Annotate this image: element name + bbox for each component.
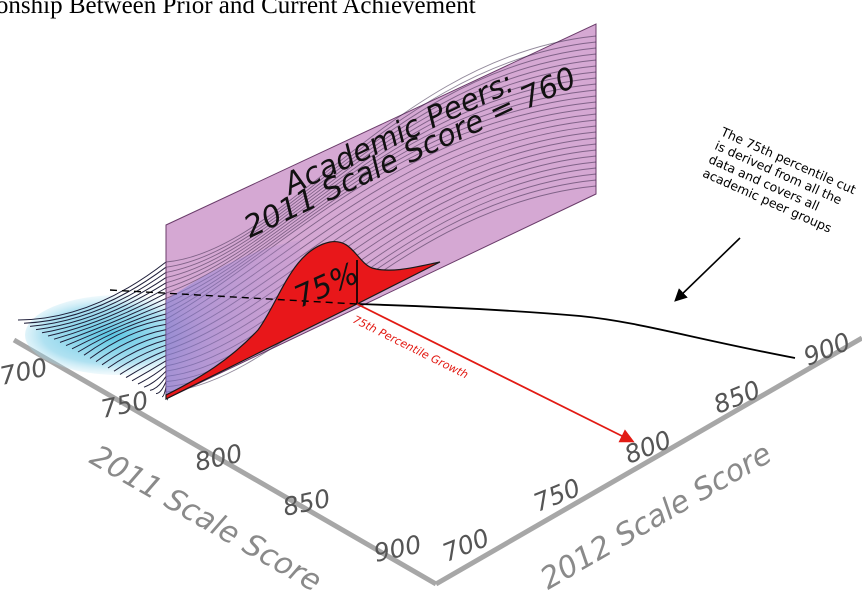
- panel-hatch-line: [165, 41, 597, 268]
- distribution-line: [107, 339, 167, 369]
- y-tick-750: 750: [529, 473, 584, 518]
- x-tick-850: 850: [280, 484, 333, 522]
- x-tick-700: 700: [0, 353, 50, 391]
- panel-hatch-line: [165, 71, 597, 294]
- growth-arrow: [356, 303, 635, 443]
- distribution-line: [89, 323, 167, 359]
- figure-title: tionship Between Prior and Current Achie…: [0, 0, 476, 19]
- distribution-line: [101, 334, 167, 366]
- y-tick-700: 700: [438, 523, 493, 568]
- distribution-line: [23, 266, 167, 324]
- distribution-line: [155, 381, 167, 395]
- panel-hatch-line: [165, 47, 597, 273]
- x-axis-line: [12, 337, 438, 587]
- panel-hatch-line: [165, 53, 597, 279]
- x-tick-900: 900: [371, 530, 424, 568]
- panel-hatch-line: [165, 65, 597, 289]
- distribution-line: [71, 308, 167, 350]
- y-axis-label: 2012 Scale Score: [535, 436, 778, 597]
- y-axis-line: [434, 335, 862, 587]
- panel-hatch-line: [165, 59, 597, 284]
- distribution-line: [83, 318, 167, 356]
- axes: [12, 335, 862, 587]
- y-tick-900: 900: [799, 327, 854, 372]
- distribution-line: [53, 292, 167, 340]
- distribution-line: [17, 261, 167, 321]
- distribution-line: [29, 271, 167, 327]
- distribution-line: [131, 360, 167, 382]
- conditional-distribution: [165, 241, 441, 400]
- distribution-line: [35, 277, 167, 331]
- distribution-line: [143, 370, 167, 388]
- distribution-line: [59, 297, 167, 343]
- distribution-line: [137, 365, 167, 385]
- distribution-line: [95, 329, 167, 363]
- distribution-line: [47, 287, 167, 337]
- growth-label: 75th Percentile Growth: [351, 313, 471, 381]
- annotation-arrow: [674, 237, 741, 302]
- distribution-line: [41, 282, 167, 334]
- distribution-line: [65, 303, 167, 347]
- distribution-line: [125, 355, 167, 379]
- distribution-line: [149, 376, 167, 391]
- distribution-line: [119, 349, 167, 375]
- distribution-line: [113, 344, 167, 372]
- panel-hatch-line: [165, 35, 597, 263]
- density-wash: [166, 240, 300, 399]
- distribution-lines: [17, 261, 169, 401]
- annotation: The 75th percentile cut is derived from …: [700, 124, 858, 236]
- panel-hatch-lines: [165, 35, 597, 399]
- dashed-baseline: [109, 289, 358, 305]
- percentile-curve: [356, 303, 796, 359]
- distribution-line: [77, 313, 167, 353]
